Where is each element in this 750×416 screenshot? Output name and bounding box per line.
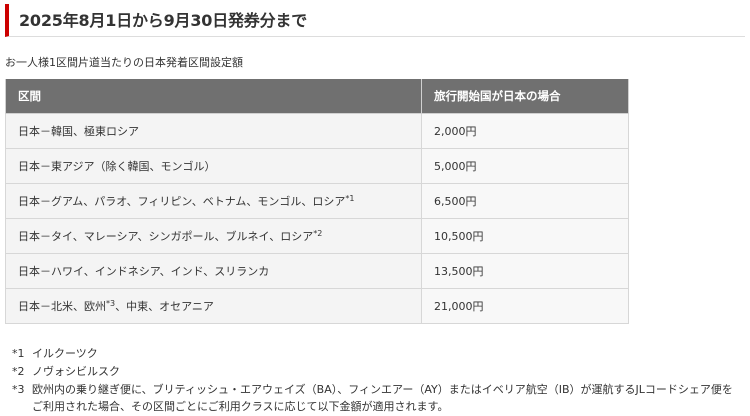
footnote-2: *2 ノヴォシビルスク: [12, 363, 733, 381]
footnote-mark: *1: [12, 347, 25, 360]
table-row: 日本－東アジア（除く韓国、モンゴル） 5,000円: [5, 148, 629, 184]
route-cell: 日本－タイ、マレーシア、シンガポール、ブルネイ、ロシア*2: [5, 218, 422, 254]
column-header-fare: 旅行開始国が日本の場合: [421, 79, 629, 114]
fare-cell: 13,500円: [421, 253, 629, 289]
route-text: 日本－韓国、極東ロシア: [18, 125, 139, 138]
column-header-route: 区間: [5, 79, 422, 114]
footnote-ref: *2: [313, 229, 323, 238]
table-row: 日本－韓国、極東ロシア 2,000円: [5, 113, 629, 149]
route-text: 日本－タイ、マレーシア、シンガポール、ブルネイ、ロシア: [18, 230, 314, 243]
fare-cell: 21,000円: [421, 288, 629, 324]
route-cell: 日本－北米、欧州*3、中東、オセアニア: [5, 288, 422, 324]
fare-table: 区間 旅行開始国が日本の場合 日本－韓国、極東ロシア 2,000円 日本－東アジ…: [5, 79, 629, 324]
footnote-3-continued: ご利用された場合、その区間ごとにご利用クラスに応じて以下金額が適用されます。: [32, 400, 449, 413]
route-text: 日本－東アジア（除く韓国、モンゴル）: [18, 160, 216, 173]
fare-cell: 5,000円: [421, 148, 629, 184]
table-row: 日本－北米、欧州*3、中東、オセアニア 21,000円: [5, 288, 629, 324]
footnote-1: *1 イルクーツク: [12, 345, 733, 363]
footnote-text: 欧州内の乗り継ぎ便に、ブリティッシュ・エアウェイズ（BA）、フィンエアー（AY）…: [32, 383, 733, 396]
title-bar: 2025年8月1日から9月30日発券分まで: [5, 4, 745, 37]
footnote-text: イルクーツク: [32, 347, 98, 360]
footnote-ref: *3: [106, 299, 116, 308]
footnote-3: *3 欧州内の乗り継ぎ便に、ブリティッシュ・エアウェイズ（BA）、フィンエアー（A…: [12, 381, 733, 399]
table-header-row: 区間 旅行開始国が日本の場合: [5, 79, 629, 114]
route-cell: 日本－ハワイ、インドネシア、インド、スリランカ: [5, 253, 422, 289]
fare-cell: 10,500円: [421, 218, 629, 254]
footnote-text: ノヴォシビルスク: [32, 365, 120, 378]
page-title: 2025年8月1日から9月30日発券分まで: [19, 11, 307, 30]
route-cell: 日本－グアム、パラオ、フィリピン、ベトナム、モンゴル、ロシア*1: [5, 183, 422, 219]
route-text: 日本－グアム、パラオ、フィリピン、ベトナム、モンゴル、ロシア: [18, 195, 346, 208]
route-text-tail: 、中東、オセアニア: [115, 300, 214, 313]
footnote-mark: *2: [12, 365, 25, 378]
route-cell: 日本－東アジア（除く韓国、モンゴル）: [5, 148, 422, 184]
footnote-ref: *1: [345, 194, 355, 203]
footnote-mark: *3: [12, 383, 25, 396]
fare-cell: 6,500円: [421, 183, 629, 219]
route-text: 日本－ハワイ、インドネシア、インド、スリランカ: [18, 265, 270, 278]
footnotes: *1 イルクーツク *2 ノヴォシビルスク *3 欧州内の乗り継ぎ便に、ブリティッシュ…: [12, 345, 733, 415]
route-cell: 日本－韓国、極東ロシア: [5, 113, 422, 149]
table-row: 日本－タイ、マレーシア、シンガポール、ブルネイ、ロシア*2 10,500円: [5, 218, 629, 254]
route-text: 日本－北米、欧州: [18, 300, 106, 313]
table-row: 日本－ハワイ、インドネシア、インド、スリランカ 13,500円: [5, 253, 629, 289]
table-caption: お一人様1区間片道当たりの日本発着区間設定額: [5, 56, 243, 69]
fare-cell: 2,000円: [421, 113, 629, 149]
table-row: 日本－グアム、パラオ、フィリピン、ベトナム、モンゴル、ロシア*1 6,500円: [5, 183, 629, 219]
